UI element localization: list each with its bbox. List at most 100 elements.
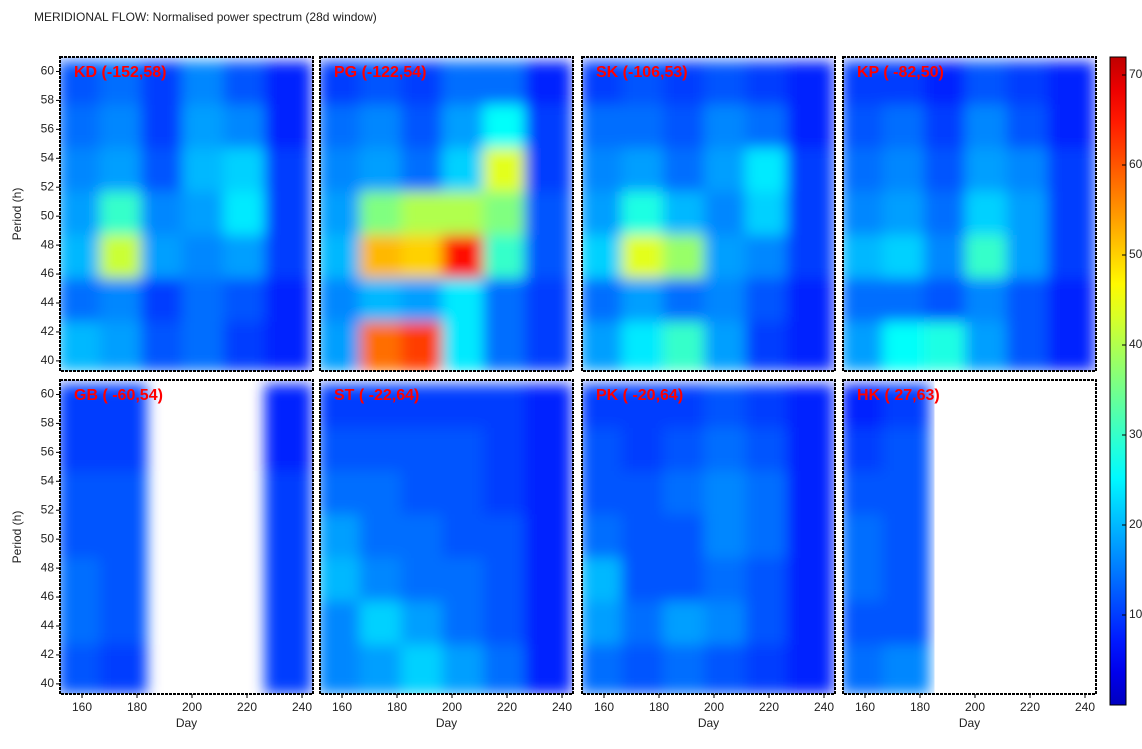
heat-cell <box>745 601 793 651</box>
heat-cell <box>843 471 889 521</box>
heat-cell <box>662 61 711 111</box>
heat-cell <box>1047 321 1095 371</box>
heat-cell <box>524 278 572 328</box>
heat-cell <box>320 384 366 434</box>
heat-cell <box>182 104 230 155</box>
heat-cell <box>359 148 407 198</box>
y-tick-label: 54 <box>41 150 55 164</box>
heat-cell <box>359 644 407 694</box>
heat-cell <box>359 61 407 111</box>
heat-cell <box>442 471 490 521</box>
heat-cell <box>320 234 366 285</box>
heat-cell <box>359 191 407 241</box>
heat-cell <box>843 427 889 478</box>
x-tick-label: 160 <box>855 700 875 714</box>
heat-cell <box>264 278 312 328</box>
heat-cell <box>1047 234 1095 285</box>
heat-cell <box>140 148 189 198</box>
heat-cell <box>882 427 930 478</box>
heat-cell <box>400 191 449 241</box>
heat-cell <box>524 104 572 155</box>
heat-cell <box>745 234 793 285</box>
heat-cell <box>264 557 312 608</box>
heat-cell <box>400 514 449 564</box>
heat-cell <box>442 384 490 434</box>
heat-cell <box>1047 148 1095 198</box>
panel <box>320 61 572 371</box>
heat-cell <box>442 644 490 694</box>
heat-cell <box>965 234 1013 285</box>
y-tick-label: 60 <box>41 64 55 78</box>
heat-cell <box>621 148 669 198</box>
heat-cell <box>524 148 572 198</box>
heat-cell <box>320 601 366 651</box>
y-tick-label: 40 <box>41 676 55 690</box>
heat-cell <box>524 514 572 564</box>
heatmap <box>582 61 834 371</box>
heat-cell <box>704 321 752 371</box>
heat-cell <box>843 278 889 328</box>
panel-frame <box>59 56 314 372</box>
heat-cell <box>223 104 271 155</box>
heat-cell <box>182 278 230 328</box>
heat-cell <box>483 61 531 111</box>
heat-cell <box>442 191 490 241</box>
heat-cell <box>582 61 628 111</box>
y-tick-label: 46 <box>41 266 55 280</box>
y-axis-label: Period (h) <box>10 511 24 564</box>
heat-cell <box>359 321 407 371</box>
heat-cell <box>264 384 312 434</box>
heat-cell <box>359 427 407 478</box>
heat-cell <box>843 148 889 198</box>
heat-cell <box>99 384 147 434</box>
heat-cell <box>704 148 752 198</box>
heat-cell <box>843 384 889 434</box>
panel-frame <box>581 379 836 695</box>
colorbar-tick-label: 70 <box>1129 67 1142 81</box>
heat-cell <box>843 104 889 155</box>
heatmap <box>843 384 930 694</box>
heat-cell <box>320 321 366 371</box>
heat-cell <box>582 384 628 434</box>
heat-cell <box>182 234 230 285</box>
heat-cell <box>60 384 106 434</box>
x-tick-label: 160 <box>594 700 614 714</box>
heat-cell <box>786 278 834 328</box>
heat-cell <box>923 104 972 155</box>
heat-cell <box>582 427 628 478</box>
heat-cell <box>400 61 449 111</box>
panel-frame <box>319 56 574 372</box>
heat-cell <box>704 278 752 328</box>
colorbar-tick-label: 50 <box>1129 247 1142 261</box>
heatmap <box>320 384 572 694</box>
panel-title: SK (-106,53) <box>596 64 688 81</box>
heat-cell <box>882 601 930 651</box>
heat-cell <box>882 514 930 564</box>
heat-cell <box>882 234 930 285</box>
heat-cell <box>704 427 752 478</box>
heat-cell <box>923 148 972 198</box>
heat-cell <box>524 557 572 608</box>
heat-cell <box>704 514 752 564</box>
heat-cell <box>965 278 1013 328</box>
heat-cell <box>621 557 669 608</box>
heat-cell <box>99 61 147 111</box>
x-tick-label: 160 <box>332 700 352 714</box>
heat-cell <box>99 514 147 564</box>
y-tick-label: 44 <box>41 618 55 632</box>
heat-cell <box>359 234 407 285</box>
heat-cell <box>745 104 793 155</box>
heat-cell <box>483 104 531 155</box>
heat-cell <box>483 384 531 434</box>
heat-cell <box>843 644 889 694</box>
colorbar-tick-label: 60 <box>1129 157 1142 171</box>
heat-cell <box>483 278 531 328</box>
panel-title: KP ( -82,50) <box>857 64 944 81</box>
heat-cell <box>264 514 312 564</box>
heat-cell <box>359 601 407 651</box>
heat-cell <box>60 61 106 111</box>
panel-frame <box>319 379 574 695</box>
heat-cell <box>400 321 449 371</box>
panel <box>582 384 834 694</box>
